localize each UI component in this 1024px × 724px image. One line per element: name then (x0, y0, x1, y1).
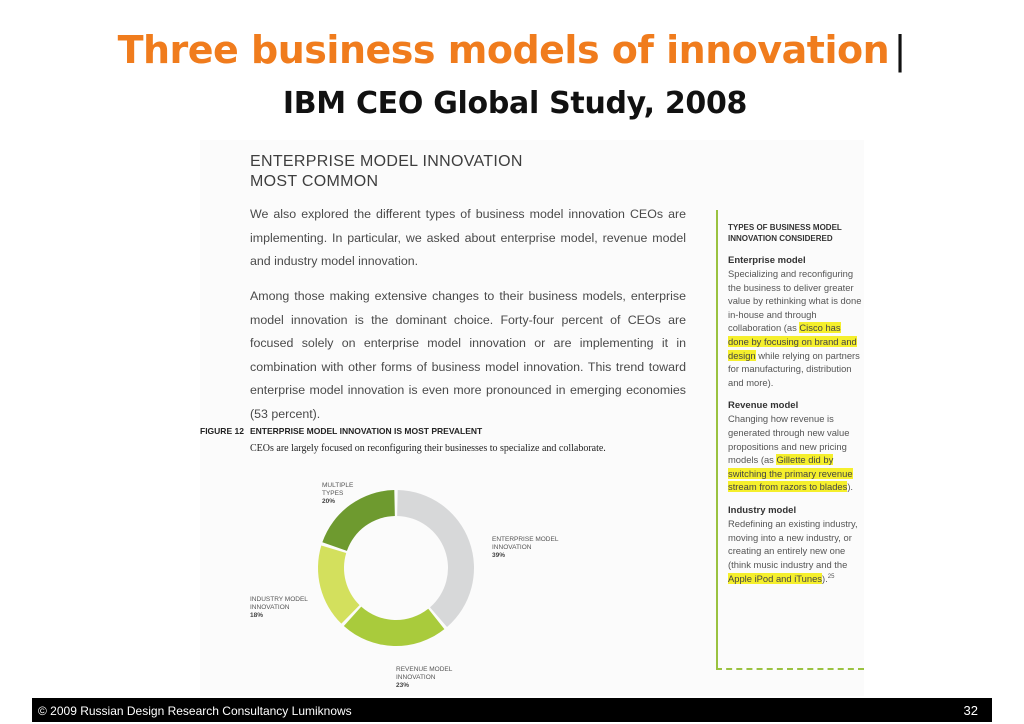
revenue-model-text: Changing how revenue is generated throug… (728, 412, 864, 494)
industry-model-text: Redefining an existing industry, moving … (728, 517, 864, 586)
industry-label: INDUSTRY MODEL INNOVATION 18% (250, 596, 308, 620)
footer-bar: © 2009 Russian Design Research Consultan… (32, 698, 992, 722)
figure-label: FIGURE 12 (200, 426, 244, 436)
industry-label-2: INNOVATION (250, 604, 290, 611)
footnote-marker: 25 (827, 574, 835, 581)
revenue-label: REVENUE MODEL INNOVATION 23% (396, 666, 452, 690)
industry-model-highlight: Apple iPod and iTunes (728, 573, 822, 585)
figure-caption: CEOs are largely focused on reconfigurin… (250, 443, 606, 454)
report-page-scan: ENTERPRISE MODEL INNOVATION MOST COMMON … (200, 140, 864, 696)
slide-title: Three business models of innovation | (0, 28, 1024, 72)
enterprise-label-1: ENTERPRISE MODEL (492, 536, 559, 543)
segment-revenue (343, 606, 445, 646)
industry-model-body: Redefining an existing industry, moving … (728, 517, 858, 570)
sidebar-box: TYPES OF BUSINESS MODEL INNOVATION CONSI… (716, 210, 864, 670)
sidebar-heading-line-1: TYPES OF BUSINESS MODEL (728, 223, 842, 232)
enterprise-model-text: Specializing and reconfiguring the busin… (728, 267, 864, 389)
multiple-types-value: 20% (322, 498, 336, 505)
slide-title-text: Three business models of innovation (117, 28, 890, 72)
revenue-label-1: REVENUE MODEL (396, 666, 453, 673)
report-paragraph-2: Among those making extensive changes to … (250, 289, 686, 421)
enterprise-value: 39% (492, 552, 506, 559)
report-heading-line-2: MOST COMMON (250, 173, 379, 190)
slide-subtitle: IBM CEO Global Study, 2008 (282, 86, 748, 121)
revenue-label-2: INNOVATION (396, 674, 436, 681)
footer-copyright: © 2009 Russian Design Research Consultan… (38, 704, 352, 718)
enterprise-label: ENTERPRISE MODEL INNOVATION 39% (492, 536, 558, 560)
revenue-model-body: Changing how revenue is generated throug… (728, 413, 850, 466)
revenue-model-title: Revenue model (728, 400, 799, 412)
sidebar-heading: TYPES OF BUSINESS MODEL INNOVATION CONSI… (728, 222, 864, 244)
segment-multiple-types (322, 490, 395, 551)
multiple-types-label-2: TYPES (322, 490, 344, 497)
segment-enterprise (397, 490, 475, 628)
enterprise-model-body: Specializing and reconfiguring the busin… (728, 268, 862, 334)
industry-model-tail: ). (822, 573, 828, 585)
industry-label-1: INDUSTRY MODEL (250, 596, 308, 603)
industry-value: 18% (250, 612, 264, 619)
revenue-value: 23% (396, 682, 410, 689)
segment-industry (318, 545, 360, 624)
multiple-types-label: MULTIPLE TYPES 20% (322, 482, 353, 506)
sidebar-heading-line-2: INNOVATION CONSIDERED (728, 234, 833, 243)
report-paragraph-1: We also explored the different types of … (250, 207, 686, 268)
enterprise-label-2: INNOVATION (492, 544, 532, 551)
enterprise-model-tail: while relying on partners for manufactur… (728, 349, 860, 388)
page-number: 32 (963, 703, 978, 718)
revenue-model-tail: ). (847, 481, 854, 493)
title-separator: | (893, 28, 907, 72)
report-heading-line-1: ENTERPRISE MODEL INNOVATION (250, 153, 523, 170)
industry-model-title: Industry model (728, 504, 797, 516)
enterprise-model-title: Enterprise model (728, 255, 806, 266)
multiple-types-label-1: MULTIPLE (322, 482, 354, 489)
report-heading: ENTERPRISE MODEL INNOVATION MOST COMMON (250, 152, 523, 192)
figure-title: ENTERPRISE MODEL INNOVATION IS MOST PREV… (250, 426, 483, 436)
donut-chart (318, 490, 475, 646)
